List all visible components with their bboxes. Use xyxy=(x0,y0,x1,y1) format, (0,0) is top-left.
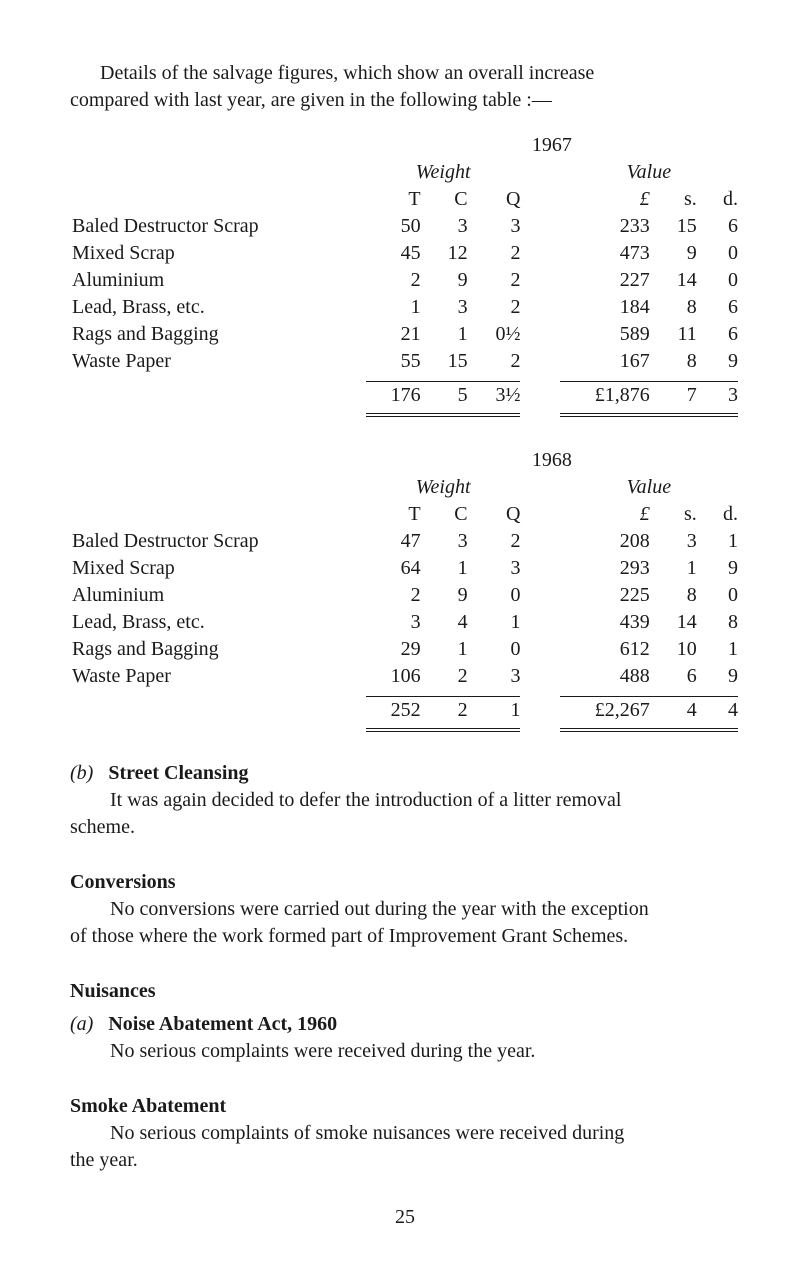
section-smoke: Smoke Abatement No serious complaints of… xyxy=(70,1093,740,1174)
row-label: Lead, Brass, etc. xyxy=(72,611,205,633)
section-b-body2: scheme. xyxy=(70,814,740,841)
section-nuisances: Nuisances (a) Noise Abatement Act, 1960 … xyxy=(70,978,740,1065)
conversions-title: Conversions xyxy=(70,869,740,896)
intro-line2: compared with last year, are given in th… xyxy=(70,87,740,114)
year-1967: 1967 xyxy=(364,132,740,159)
col-s: s. xyxy=(652,501,699,528)
col-d: d. xyxy=(699,501,740,528)
value-header: Value xyxy=(558,474,740,501)
intro-paragraph: Details of the salvage figures, which sh… xyxy=(70,60,740,114)
section-conversions: Conversions No conversions were carried … xyxy=(70,869,740,950)
nuisances-a-title: Noise Abatement Act, 1960 xyxy=(108,1013,337,1035)
nuisances-a-prefix: (a) xyxy=(70,1013,93,1035)
conversions-body2: of those where the work formed part of I… xyxy=(70,923,740,950)
total-row-1968: 252 2 1 £2,267 4 4 xyxy=(70,697,740,724)
row-label: Baled Destructor Scrap xyxy=(72,530,259,552)
col-Q: Q xyxy=(470,186,523,213)
row-label: Lead, Brass, etc. xyxy=(72,296,205,318)
weight-header: Weight xyxy=(364,159,523,186)
salvage-table-1967: 1967 Weight Value T C Q £ s. d. Baled De… xyxy=(70,132,740,417)
row-label: Aluminium xyxy=(72,584,164,606)
salvage-table-1968: 1968 Weight Value T C Q £ s. d. Baled De… xyxy=(70,447,740,732)
row-label: Baled Destructor Scrap xyxy=(72,215,259,237)
rows-1967: Baled Destructor Scrap5033233156 Mixed S… xyxy=(70,213,740,375)
smoke-title: Smoke Abatement xyxy=(70,1093,740,1120)
conversions-body1: No conversions were carried out during t… xyxy=(70,896,740,923)
smoke-body1: No serious complaints of smoke nuisances… xyxy=(70,1120,740,1147)
section-street-cleansing: (b) Street Cleansing It was again decide… xyxy=(70,760,740,841)
table-row: Rags and Bagging2110½589116 xyxy=(70,321,740,348)
smoke-body2: the year. xyxy=(70,1147,740,1174)
col-d: d. xyxy=(699,186,740,213)
nuisances-title: Nuisances xyxy=(70,978,740,1005)
table-row: Baled Destructor Scrap473220831 xyxy=(70,528,740,555)
row-label: Waste Paper xyxy=(72,350,171,372)
col-Q: Q xyxy=(470,501,523,528)
col-s: s. xyxy=(652,186,699,213)
table-row: Rags and Bagging2910612101 xyxy=(70,636,740,663)
col-T: T xyxy=(364,501,423,528)
row-label: Mixed Scrap xyxy=(72,557,175,579)
col-L: £ xyxy=(558,186,652,213)
section-b-body1: It was again decided to defer the introd… xyxy=(70,787,740,814)
intro-line1: Details of the salvage figures, which sh… xyxy=(70,60,740,87)
row-label: Rags and Bagging xyxy=(72,323,219,345)
table-row: Mixed Scrap4512247390 xyxy=(70,240,740,267)
table-row: Waste Paper5515216789 xyxy=(70,348,740,375)
row-label: Aluminium xyxy=(72,269,164,291)
row-label: Mixed Scrap xyxy=(72,242,175,264)
table-row: Lead, Brass, etc.13218486 xyxy=(70,294,740,321)
table-row: Baled Destructor Scrap5033233156 xyxy=(70,213,740,240)
year-1968: 1968 xyxy=(364,447,740,474)
table-row: Waste Paper1062348869 xyxy=(70,663,740,690)
col-C: C xyxy=(423,186,470,213)
total-row-1967: 176 5 3½ £1,876 7 3 xyxy=(70,382,740,409)
col-T: T xyxy=(364,186,423,213)
section-b-title: Street Cleansing xyxy=(108,762,248,784)
table-row: Lead, Brass, etc.341439148 xyxy=(70,609,740,636)
col-C: C xyxy=(423,501,470,528)
value-header: Value xyxy=(558,159,740,186)
rows-1968: Baled Destructor Scrap473220831 Mixed Sc… xyxy=(70,528,740,690)
section-b-prefix: (b) xyxy=(70,762,93,784)
table-row: Aluminium292227140 xyxy=(70,267,740,294)
row-label: Waste Paper xyxy=(72,665,171,687)
table-row: Aluminium29022580 xyxy=(70,582,740,609)
col-L: £ xyxy=(558,501,652,528)
nuisances-a-body: No serious complaints were received duri… xyxy=(70,1038,740,1065)
row-label: Rags and Bagging xyxy=(72,638,219,660)
page-number: 25 xyxy=(70,1204,740,1231)
table-row: Mixed Scrap641329319 xyxy=(70,555,740,582)
weight-header: Weight xyxy=(364,474,523,501)
